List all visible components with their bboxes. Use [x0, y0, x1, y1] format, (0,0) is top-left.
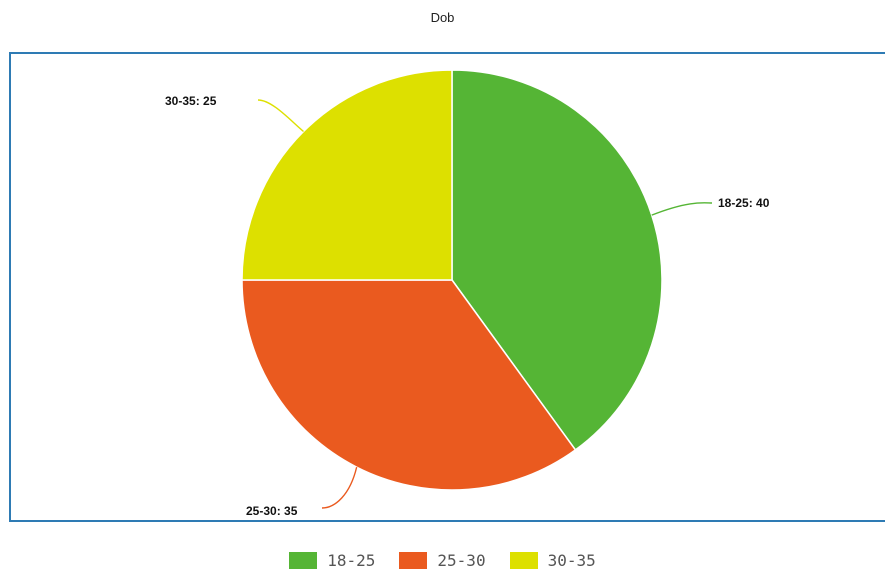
slice-label-30-35: 30-35: 25 — [165, 94, 217, 108]
legend-swatch-30-35 — [509, 552, 538, 569]
pie-leader-lines — [257, 99, 713, 509]
legend-item-25-30[interactable]: 25-30 — [399, 551, 486, 570]
legend-label: 25-30 — [437, 551, 486, 570]
pie-slices — [241, 69, 663, 491]
legend-item-18-25[interactable]: 18-25 — [289, 551, 375, 570]
leader-line-18-25 — [651, 202, 713, 216]
legend-label: 30-35 — [547, 551, 596, 570]
chart-title: Dob — [430, 10, 455, 25]
slice-label-25-30: 25-30: 35 — [246, 504, 298, 518]
legend-swatch-25-30 — [399, 552, 428, 569]
pie-slice-labels: 18-25: 40 25-30: 35 30-35: 25 — [165, 94, 770, 518]
pie-slice-30-35[interactable] — [241, 69, 453, 281]
legend-item-30-35[interactable]: 30-35 — [509, 551, 596, 570]
slice-label-18-25: 18-25: 40 — [718, 196, 770, 210]
legend-label: 18-25 — [327, 551, 376, 570]
pie-slice-25-30[interactable] — [241, 279, 577, 491]
leader-line-25-30 — [321, 466, 358, 509]
chart-legend: 18-25 25-30 30-35 — [0, 551, 885, 570]
leader-line-30-35 — [257, 99, 304, 133]
legend-swatch-18-25 — [289, 552, 318, 569]
